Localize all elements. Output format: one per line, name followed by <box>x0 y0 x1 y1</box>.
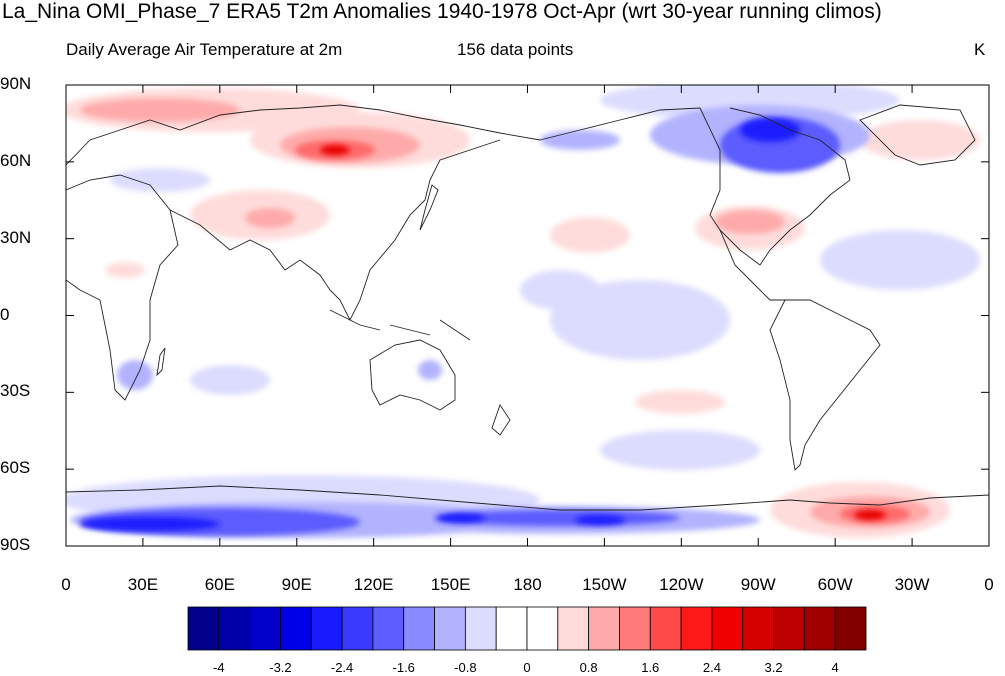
longitude-tick-label: 60W <box>817 575 853 594</box>
colorbar-swatch <box>834 606 867 651</box>
colorbar-tick-label: -2.4 <box>330 660 354 675</box>
colorbar-swatch <box>526 606 559 651</box>
colorbar-swatch <box>249 606 281 651</box>
longitude-tick-label: 150E <box>430 575 471 594</box>
units-label: K <box>974 40 986 59</box>
colorbar-swatch <box>588 606 620 651</box>
colorbar-swatch <box>649 606 682 651</box>
latitude-tick-label: 90N <box>0 74 32 93</box>
longitude-tick-label: 180 <box>513 575 542 594</box>
longitude-tick-label: 30W <box>894 575 930 594</box>
anomaly-shading <box>66 85 989 538</box>
colorbar-swatch <box>619 606 651 651</box>
longitude-tick-label: 60E <box>204 575 235 594</box>
data-count-subtitle: 156 data points <box>457 40 574 59</box>
colorbar-tick-label: -1.6 <box>392 660 415 675</box>
colorbar-tick-label: 0.8 <box>579 660 598 675</box>
latitude-tick-label: 30N <box>0 227 32 247</box>
colorbar-swatch <box>803 606 836 651</box>
colorbar-swatch <box>341 606 374 651</box>
colorbar-swatch <box>218 606 251 651</box>
longitude-tick-label: 150W <box>582 575 627 594</box>
colorbar-swatch <box>711 606 744 651</box>
colorbar-swatch <box>280 606 312 651</box>
latitude-tick-label: 0 <box>0 304 10 324</box>
axis-ticks <box>65 84 990 547</box>
colorbar-swatch <box>495 606 528 651</box>
longitude-tick-label: 30E <box>127 575 159 594</box>
colorbar-tick-label: -4 <box>213 660 225 675</box>
colorbar-swatch <box>680 606 713 651</box>
variable-subtitle: Daily Average Air Temperature at 2m <box>66 40 343 59</box>
latitude-tick-label: 60S <box>0 458 31 478</box>
latitude-tick-label: 90S <box>0 535 31 554</box>
coastlines <box>66 104 989 511</box>
longitude-tick-label: 120W <box>659 575 704 594</box>
colorbar-swatch <box>742 606 774 651</box>
latitude-tick-label: 60N <box>0 150 32 170</box>
colorbar-tick-label: 0 <box>523 660 531 675</box>
colorbar-tick-label: 4 <box>831 660 839 675</box>
longitude-tick-label: 90W <box>740 575 776 594</box>
colorbar-swatch <box>773 606 805 651</box>
colorbar-swatch <box>434 606 466 651</box>
colorbar-tick-label: 2.4 <box>702 660 721 675</box>
colorbar-tick-label: 1.6 <box>641 660 660 675</box>
map-title: La_Nina OMI_Phase_7 ERA5 T2m Anomalies 1… <box>2 0 882 23</box>
colorbar-swatch <box>187 606 220 651</box>
colorbar-tick-label: 3.2 <box>764 660 783 675</box>
plot-area <box>66 85 989 546</box>
colorbar <box>187 606 867 651</box>
colorbar-tick-label: -0.8 <box>454 660 477 675</box>
colorbar-swatch <box>464 606 497 651</box>
longitude-tick-label: 120E <box>353 575 394 594</box>
colorbar-swatch <box>310 606 343 651</box>
colorbar-swatch <box>372 606 405 651</box>
longitude-tick-label: 0 <box>984 575 994 594</box>
colorbar-swatch <box>403 606 435 651</box>
colorbar-swatch <box>557 606 590 651</box>
longitude-tick-label: 90E <box>281 575 312 594</box>
latitude-tick-label: 30S <box>0 381 31 401</box>
colorbar-tick-label: -3.2 <box>269 660 292 675</box>
longitude-tick-label: 0 <box>61 575 71 594</box>
